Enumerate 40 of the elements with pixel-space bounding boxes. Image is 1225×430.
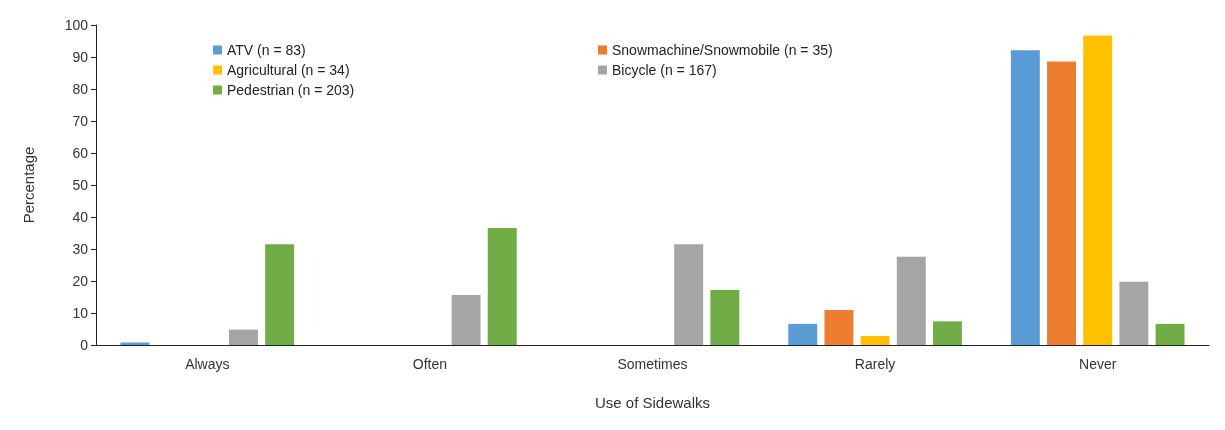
bar [1047,61,1076,345]
bar [1119,281,1149,345]
y-tick-label: 60 [72,145,89,161]
x-axis-title: Use of Sidewalks [594,394,711,411]
y-tick-label: 50 [72,177,89,193]
bar [674,244,704,345]
bar [120,342,150,345]
x-tick-label: Rarely [854,356,896,372]
bar [1083,35,1113,345]
legend-label: Agricultural (n = 34) [227,62,350,78]
y-tick-label: 80 [72,81,89,97]
bar [896,256,926,345]
bar [788,323,818,345]
bar [229,329,258,345]
bar [1010,50,1040,345]
bar [710,289,740,345]
y-axis-title: Percentage [20,146,37,224]
bar [265,244,295,345]
y-tick-label: 70 [72,113,89,129]
bar [932,321,962,345]
y-tick-label: 0 [80,337,89,353]
bar [1155,323,1185,345]
legend-label: Snowmachine/Snowmobile (n = 35) [612,42,833,58]
y-tick-label: 10 [72,305,89,321]
y-tick-label: 20 [72,273,89,289]
x-tick-label: Often [412,356,448,372]
legend-label: ATV (n = 83) [227,42,306,58]
x-tick-label: Sometimes [617,356,688,372]
y-tick-label: 40 [72,209,89,225]
legend-label: Pedestrian (n = 203) [227,82,355,98]
y-tick-label: 100 [64,17,89,33]
y-tick-label: 30 [72,241,89,257]
x-tick-label: Always [185,356,230,372]
y-tick-label: 90 [72,49,89,65]
bar [860,336,890,345]
legend-label: Bicycle (n = 167) [612,62,717,78]
bar [487,227,517,345]
bar [451,295,481,345]
bar [824,310,854,345]
x-tick-label: Never [1079,356,1117,372]
